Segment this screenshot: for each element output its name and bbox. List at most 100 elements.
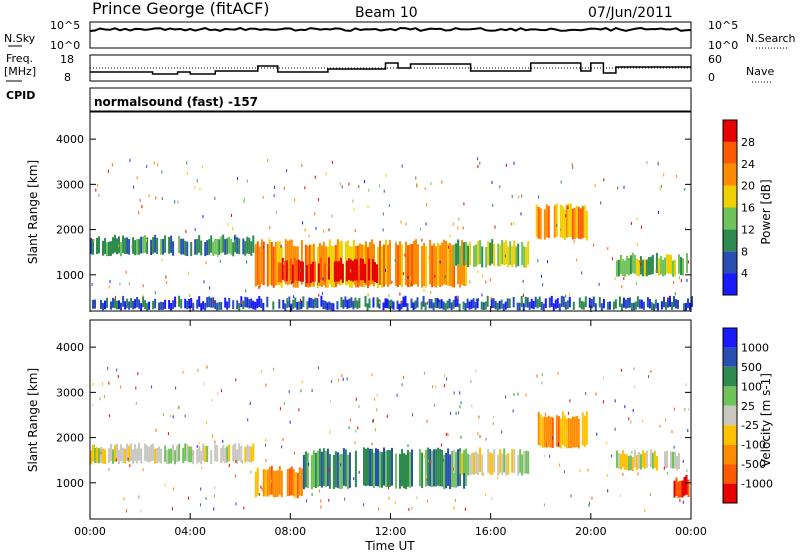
colorbar-segment	[723, 347, 737, 367]
heatmap-cell	[455, 454, 458, 476]
heatmap-cell	[172, 300, 175, 309]
heatmap-speck	[687, 429, 689, 433]
heatmap-cell	[497, 455, 500, 476]
heatmap-cell	[98, 448, 100, 464]
heatmap-cell	[333, 261, 336, 282]
heatmap-speck	[301, 380, 303, 384]
heatmap-cell	[96, 447, 98, 463]
heatmap-speck	[206, 365, 208, 369]
heatmap-cell	[480, 301, 483, 310]
heatmap-speck	[415, 176, 417, 180]
heatmap-cell	[152, 237, 155, 254]
heatmap-speck	[460, 401, 462, 405]
colorbar-segment	[723, 251, 737, 274]
heatmap-cell	[437, 242, 440, 286]
heatmap-speck	[316, 282, 318, 286]
heatmap-cell	[108, 241, 110, 256]
heatmap-cell	[461, 453, 464, 475]
heatmap-speck	[182, 370, 184, 374]
heatmap-cell	[180, 238, 183, 255]
heatmap-cell	[106, 242, 108, 257]
heatmap-cell	[118, 449, 120, 465]
heatmap-cell	[296, 301, 299, 310]
heatmap-cell	[662, 259, 664, 277]
heatmap-speck	[525, 393, 527, 397]
heatmap-cell	[493, 448, 496, 473]
heatmap-cell	[140, 303, 143, 311]
heatmap-speck	[306, 499, 308, 503]
heatmap-cell	[332, 303, 335, 311]
heatmap-cell	[214, 300, 217, 310]
heatmap-cell	[482, 302, 485, 310]
heatmap-cell	[409, 452, 411, 488]
heatmap-cell	[568, 296, 571, 308]
heatmap-speck	[236, 245, 238, 248]
heatmap-cell	[453, 449, 456, 473]
heatmap-speck	[482, 274, 483, 278]
heatmap-cell	[629, 455, 632, 471]
heatmap-cell	[645, 450, 648, 468]
y-tick-label: 3000	[56, 178, 84, 191]
heatmap-speck	[560, 228, 562, 232]
heatmap-cell	[425, 449, 428, 487]
heatmap-speck	[431, 464, 433, 468]
heatmap-cell	[381, 452, 383, 488]
heatmap-speck	[450, 411, 452, 415]
heatmap-speck	[619, 494, 621, 498]
heatmap-cell	[550, 295, 553, 307]
heatmap-cell	[600, 303, 603, 311]
heatmap-cell	[666, 254, 668, 274]
heatmap-cell	[144, 443, 147, 461]
heatmap-speck	[166, 281, 168, 285]
heatmap-speck	[485, 493, 487, 497]
colorbar-segment	[723, 425, 737, 445]
heatmap-cell	[582, 301, 585, 310]
heatmap-cell	[433, 449, 436, 487]
heatmap-cell	[350, 297, 353, 308]
heatmap-cell	[198, 446, 201, 463]
heatmap-cell	[617, 453, 620, 469]
heatmap-cell	[477, 453, 480, 475]
heatmap-speck	[162, 412, 164, 416]
heatmap-cell	[456, 295, 459, 307]
heatmap-speck	[624, 405, 626, 409]
heatmap-speck	[184, 414, 186, 418]
heatmap-speck	[311, 492, 313, 496]
heatmap-cell	[214, 238, 217, 255]
x-tick-label: 08:00	[274, 525, 306, 538]
heatmap-speck	[489, 278, 491, 282]
heatmap-cell	[635, 258, 638, 276]
heatmap-speck	[93, 239, 95, 242]
heatmap-cell	[210, 235, 213, 253]
heatmap-cell	[485, 247, 488, 268]
colorbar-segment	[723, 273, 737, 295]
heatmap-speck	[453, 391, 455, 395]
heatmap-speck	[606, 474, 608, 477]
heatmap-cell	[353, 259, 356, 281]
heatmap-cell	[494, 300, 497, 310]
y-tick-label: 1000	[56, 269, 84, 282]
heatmap-cell	[358, 298, 361, 308]
heatmap-cell	[294, 472, 297, 498]
heatmap-cell	[100, 300, 102, 309]
heatmap-speck	[128, 282, 130, 286]
heatmap-cell	[409, 244, 411, 287]
heatmap-cell	[403, 453, 405, 489]
heatmap-speck	[518, 195, 520, 199]
heatmap-speck	[243, 506, 245, 510]
heatmap-cell	[180, 299, 183, 309]
heatmap-cell	[132, 237, 135, 254]
velocity-heatmap	[90, 365, 690, 513]
heatmap-cell	[378, 299, 381, 309]
heatmap-cell	[567, 418, 570, 449]
heatmap-cell	[124, 448, 127, 464]
heatmap-cell	[686, 253, 688, 273]
heatmap-speck	[289, 420, 291, 424]
heatmap-cell	[421, 246, 424, 288]
heatmap-cell	[336, 452, 339, 488]
noise-left-label: N.Sky	[4, 32, 36, 45]
heatmap-cell	[655, 456, 658, 471]
heatmap-cell	[538, 296, 541, 308]
heatmap-cell	[228, 297, 231, 308]
heatmap-speck	[344, 497, 346, 501]
